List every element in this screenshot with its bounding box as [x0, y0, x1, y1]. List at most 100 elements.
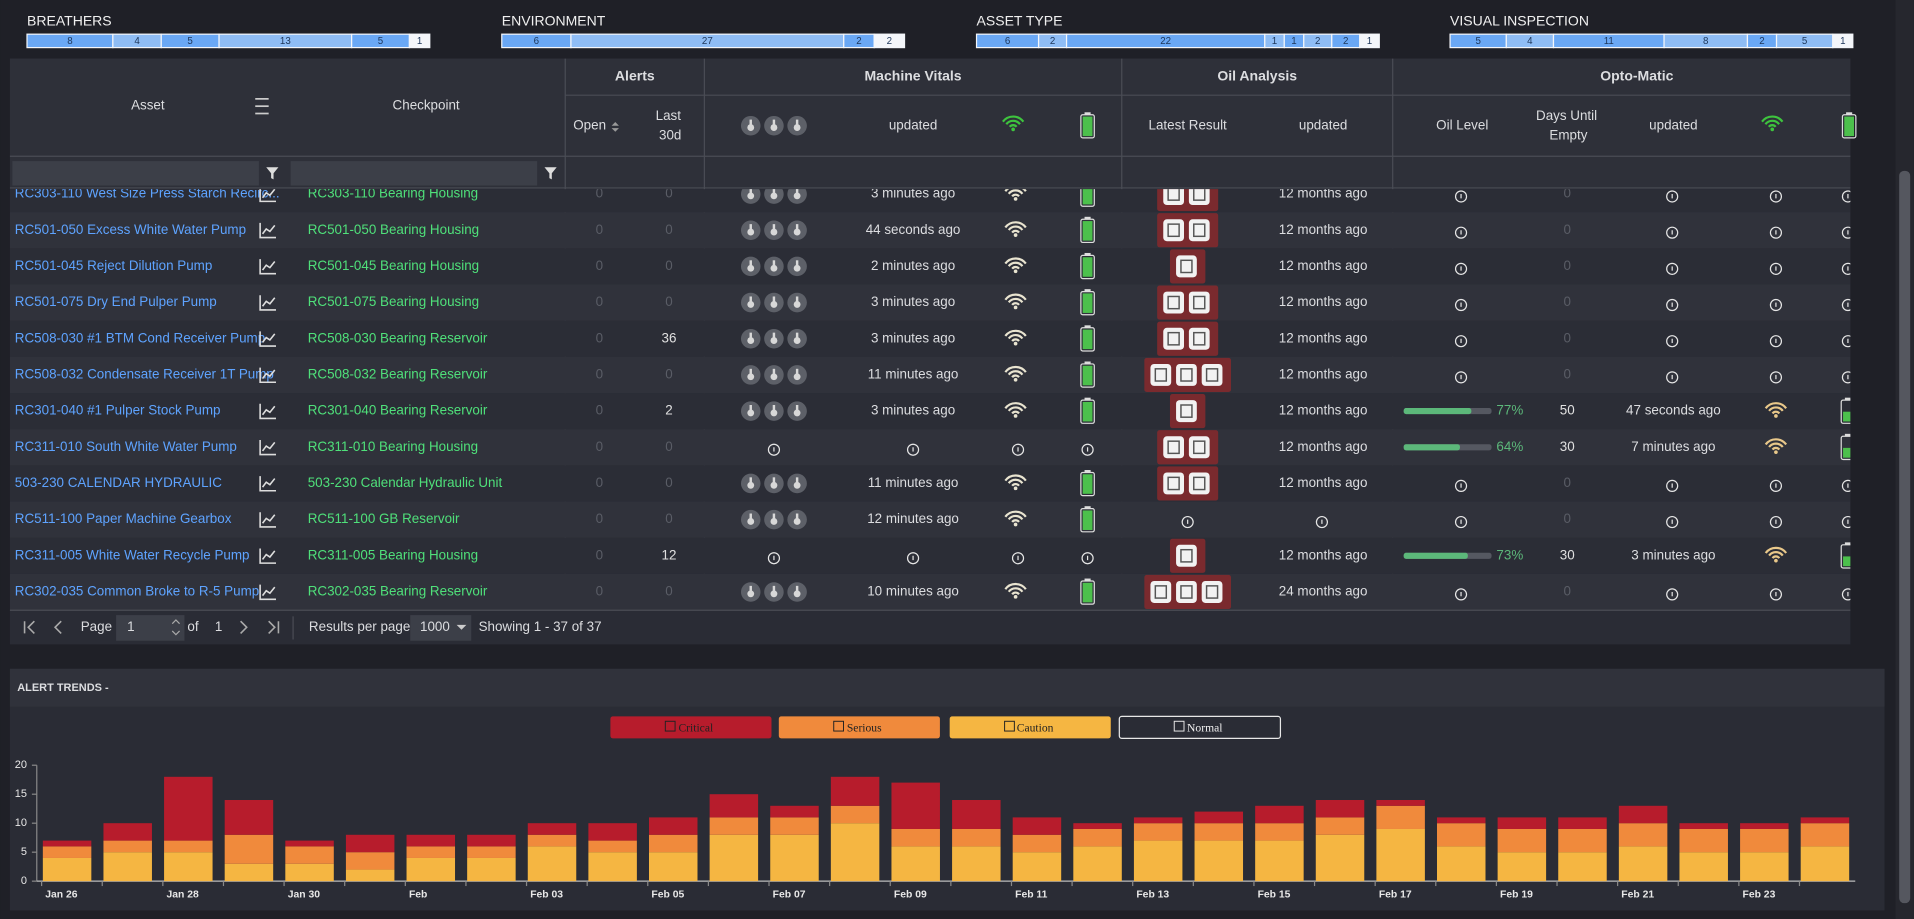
oil-level-bar — [1403, 444, 1460, 451]
wifi-arc — [1771, 446, 1781, 451]
asset-link[interactable]: RC311-005 White Water Recycle Pump — [15, 547, 250, 562]
table-row[interactable]: RC511-100 Paper Machine Gearbox RC511-100… — [9, 501, 1853, 538]
filter-input[interactable] — [290, 161, 538, 186]
table-row[interactable]: RC302-035 Common Broke to R-5 Pump RC302-… — [9, 573, 1853, 611]
filter-icon[interactable] — [544, 167, 557, 180]
table-row[interactable]: RC301-040 #1 Pulper Stock Pump RC301-040 … — [9, 393, 1855, 430]
asset-link[interactable]: RC303-110 West Size Press Starch Recirc.… — [15, 186, 280, 201]
scrollbar-thumb[interactable] — [1899, 170, 1911, 904]
table-row[interactable]: RC303-110 West Size Press Starch Recirc.… — [9, 176, 1853, 213]
oil-report-icon[interactable] — [1201, 363, 1223, 386]
legend-item[interactable] — [610, 716, 772, 739]
oil-report-icon[interactable] — [1201, 580, 1223, 603]
checkpoint-link[interactable]: RC311-005 Bearing Housing — [308, 547, 478, 562]
oil-report-icon-inner — [1193, 189, 1206, 201]
asset-link[interactable]: RC302-035 Common Broke to R-5 Pump — [15, 584, 259, 599]
bar-segment — [527, 834, 577, 847]
legend-item[interactable] — [1118, 715, 1282, 739]
checkpoint-link[interactable]: 503-230 Calendar Hydraulic Unit — [308, 475, 503, 490]
table-row[interactable]: RC501-075 Dry End Pulper Pump RC501-075 B… — [9, 284, 1853, 321]
summary-segment[interactable] — [408, 33, 431, 49]
info-icon — [1454, 479, 1468, 492]
legend-item[interactable] — [949, 716, 1111, 739]
asset-link[interactable]: RC501-050 Excess White Water Pump — [15, 222, 246, 237]
vital-icon-inner — [749, 368, 752, 375]
bar-segment — [1679, 828, 1728, 853]
oil-report-icon[interactable] — [1176, 400, 1197, 423]
oil-report-icon[interactable] — [1176, 544, 1197, 567]
oil-report-icon[interactable] — [1176, 363, 1197, 386]
checkpoint-link[interactable]: RC501-050 Bearing Housing — [308, 222, 479, 237]
column-header: updated — [889, 117, 937, 132]
asset-link[interactable]: RC508-030 #1 BTM Cond Receiver Pump — [15, 330, 265, 345]
oil-report-icon[interactable] — [1163, 436, 1185, 459]
oil-report-icon[interactable] — [1176, 255, 1197, 278]
checkpoint-link[interactable]: RC508-032 Bearing Reservoir — [308, 366, 488, 381]
page-input[interactable] — [116, 615, 185, 641]
oil-report-icon[interactable] — [1188, 436, 1210, 459]
asset-link[interactable]: RC508-032 Condensate Receiver 1T Pump — [15, 366, 274, 381]
filter-input[interactable] — [12, 161, 259, 186]
asset-link[interactable]: RC311-010 South White Water Pump — [15, 439, 237, 454]
oil-report-icon-inner — [1205, 585, 1219, 599]
wifi-arc — [1011, 265, 1020, 270]
page-spinner[interactable] — [171, 619, 181, 636]
oil-report-icon[interactable] — [1188, 219, 1210, 242]
oil-report-icon[interactable] — [1150, 580, 1172, 603]
checkpoint-link[interactable]: RC508-030 Bearing Reservoir — [308, 330, 488, 345]
oil-report-icon[interactable] — [1188, 327, 1210, 350]
oil-report-icon[interactable] — [1188, 472, 1210, 495]
table-row[interactable]: RC508-030 #1 BTM Cond Receiver Pump RC508… — [9, 320, 1853, 357]
trend-icon-line — [261, 405, 276, 416]
bar-segment — [1012, 852, 1062, 882]
checkpoint-link[interactable]: RC301-040 Bearing Reservoir — [308, 403, 488, 418]
oil-report-icon[interactable] — [1176, 580, 1197, 603]
asset-link[interactable]: RC501-075 Dry End Pulper Pump — [15, 294, 217, 309]
table-row[interactable]: RC508-032 Condensate Receiver 1T Pump RC5… — [9, 356, 1853, 394]
sort-icon[interactable] — [611, 122, 619, 132]
next-page[interactable] — [240, 620, 248, 634]
filter-icon[interactable] — [266, 167, 279, 180]
oil-report-icon[interactable] — [1163, 219, 1185, 242]
bar-segment — [709, 834, 759, 882]
table-row[interactable]: RC501-050 Excess White Water Pump RC501-0… — [9, 212, 1853, 249]
bar-segment — [1255, 805, 1304, 824]
wifi-dot — [1013, 595, 1018, 599]
asset-link[interactable]: 503-230 CALENDAR HYDRAULIC — [15, 475, 222, 490]
bar-segment — [1012, 834, 1062, 853]
legend-item[interactable] — [778, 716, 940, 739]
vital-icon-inner — [772, 260, 776, 267]
checkpoint-link[interactable]: RC511-100 GB Reservoir — [308, 511, 460, 526]
oil-report-icon[interactable] — [1163, 291, 1185, 314]
oil-report-icon[interactable] — [1150, 363, 1172, 386]
summary-segment[interactable] — [1832, 33, 1854, 49]
checkpoint-link[interactable]: RC302-035 Bearing Reservoir — [308, 584, 488, 599]
oil-report-icon[interactable] — [1163, 472, 1185, 495]
summary-segment[interactable] — [1359, 33, 1380, 49]
table-row[interactable]: RC501-045 Reject Dilution Pump RC501-045 … — [9, 248, 1853, 285]
open-alerts: 0 — [596, 222, 603, 237]
checkpoint-link[interactable]: RC303-110 Bearing Housing — [308, 186, 478, 201]
prev-page[interactable] — [53, 620, 62, 634]
summary-segment[interactable] — [873, 33, 906, 49]
vital-icon-inner — [749, 224, 752, 231]
vital-icon-inner — [795, 332, 799, 339]
oil-report-icon[interactable] — [1188, 291, 1210, 314]
summary-title: VISUAL INSPECTION — [1450, 13, 1589, 29]
checkpoint-link[interactable]: RC501-075 Bearing Housing — [308, 294, 479, 309]
table-row[interactable]: 503-230 CALENDAR HYDRAULIC 503-230 Calend… — [9, 465, 1853, 502]
oil-updated: 24 months ago — [1279, 584, 1368, 599]
asset-link[interactable]: RC501-045 Reject Dilution Pump — [15, 258, 212, 273]
checkpoint-link[interactable]: RC311-010 Bearing Housing — [308, 439, 478, 454]
oil-report-icon[interactable] — [1163, 327, 1185, 350]
last-page[interactable] — [268, 620, 280, 634]
asset-link[interactable]: RC301-040 #1 Pulper Stock Pump — [15, 403, 221, 418]
vital-icon-inner — [793, 337, 801, 344]
wifi-arc — [1004, 365, 1027, 373]
table-row[interactable]: RC311-010 South White Water Pump RC311-01… — [9, 429, 1855, 466]
first-page[interactable] — [23, 620, 35, 634]
checkpoint-link[interactable]: RC501-045 Bearing Housing — [308, 258, 479, 273]
table-row[interactable]: RC311-005 White Water Recycle Pump RC311-… — [9, 537, 1855, 574]
asset-link[interactable]: RC511-100 Paper Machine Gearbox — [15, 511, 232, 526]
vital-icon-inner — [772, 296, 776, 303]
